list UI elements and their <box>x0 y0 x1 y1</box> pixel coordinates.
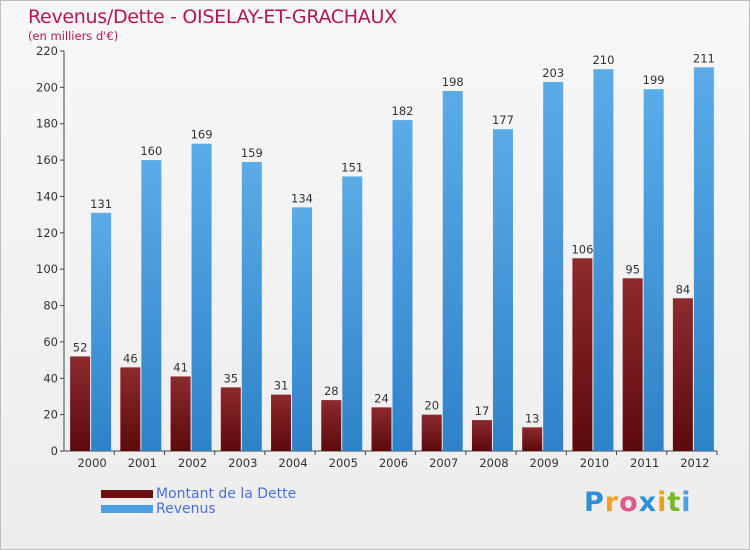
data-label-revenus: 169 <box>191 128 213 142</box>
bar-dette <box>271 394 292 451</box>
y-tick-label: 180 <box>36 117 58 131</box>
data-label-dette: 84 <box>676 282 691 296</box>
bar-dette <box>371 407 392 451</box>
data-label-dette: 106 <box>571 242 593 256</box>
data-label-revenus: 159 <box>241 146 263 160</box>
bar-dette <box>421 414 442 451</box>
data-label-dette: 52 <box>73 340 88 354</box>
chart-title: Revenus/Dette - OISELAY-ET-GRACHAUX <box>28 6 397 28</box>
x-tick-label: 2002 <box>178 456 207 470</box>
data-label-dette: 17 <box>475 404 490 418</box>
y-tick-label: 80 <box>43 299 58 313</box>
bar-dette <box>522 427 543 451</box>
data-label-revenus: 211 <box>693 51 715 65</box>
legend-swatch-revenus <box>101 505 153 513</box>
data-label-dette: 24 <box>374 391 389 405</box>
data-label-revenus: 160 <box>140 144 162 158</box>
logo-letter: x <box>638 487 658 518</box>
data-label-revenus: 182 <box>392 104 414 118</box>
x-tick-label: 2003 <box>228 456 257 470</box>
data-label-dette: 35 <box>223 371 238 385</box>
bar-revenus <box>643 89 664 451</box>
bar-revenus <box>392 120 413 451</box>
x-tick-label: 2005 <box>329 456 358 470</box>
bar-dette <box>471 420 492 451</box>
x-tick-label: 2007 <box>429 456 458 470</box>
bar-dette <box>572 258 593 451</box>
bar-revenus <box>593 69 614 451</box>
x-tick-label: 2001 <box>128 456 157 470</box>
y-tick-label: 60 <box>43 335 58 349</box>
x-tick-label: 2010 <box>580 456 609 470</box>
logo-letter: P <box>584 487 605 518</box>
bar-dette <box>622 278 643 451</box>
y-tick-label: 120 <box>36 226 58 240</box>
y-tick-label: 140 <box>36 189 58 203</box>
bar-revenus <box>492 129 513 451</box>
bar-revenus <box>292 207 313 451</box>
bar-revenus <box>91 212 112 451</box>
x-tick-label: 2008 <box>479 456 508 470</box>
data-label-revenus: 131 <box>90 197 112 211</box>
y-tick-label: 40 <box>43 371 58 385</box>
x-tick-label: 2009 <box>530 456 559 470</box>
y-tick-label: 200 <box>36 80 58 94</box>
bar-revenus <box>191 143 212 451</box>
bar-revenus <box>241 161 262 451</box>
bar-dette <box>170 376 191 451</box>
data-label-revenus: 203 <box>542 66 564 80</box>
logo-letter: t <box>667 487 682 518</box>
bar-revenus <box>543 81 564 451</box>
proxiti-logo: Proxiti <box>584 487 692 518</box>
data-label-dette: 31 <box>274 379 289 393</box>
logo-letter: r <box>604 487 620 518</box>
data-label-revenus: 198 <box>442 75 464 89</box>
data-label-revenus: 210 <box>592 53 614 67</box>
data-label-dette: 41 <box>173 360 188 374</box>
logo-letter: o <box>619 487 639 518</box>
x-tick-label: 2011 <box>630 456 659 470</box>
data-label-dette: 28 <box>324 384 339 398</box>
legend-label-revenus: Revenus <box>156 501 216 517</box>
logo-letter: i <box>657 487 668 518</box>
x-tick-label: 2004 <box>278 456 307 470</box>
x-tick-label: 2012 <box>680 456 709 470</box>
data-label-revenus: 177 <box>492 113 514 127</box>
data-label-dette: 13 <box>525 411 540 425</box>
bar-dette <box>120 367 141 451</box>
x-tick-label: 2006 <box>379 456 408 470</box>
bar-dette <box>672 298 693 451</box>
y-tick-label: 0 <box>51 444 58 458</box>
bar-dette <box>321 400 342 451</box>
bar-revenus <box>693 67 714 451</box>
data-label-revenus: 199 <box>643 73 665 87</box>
chart-subtitle: (en milliers d'€) <box>28 29 119 43</box>
legend-swatch-dette <box>101 490 153 498</box>
bar-dette <box>70 356 91 451</box>
bar-revenus <box>342 176 363 452</box>
bar-dette <box>220 387 241 451</box>
data-label-dette: 46 <box>123 351 138 365</box>
bar-revenus <box>141 160 162 451</box>
y-tick-label: 220 <box>36 44 58 58</box>
y-tick-label: 100 <box>36 262 58 276</box>
data-label-revenus: 151 <box>341 160 363 174</box>
data-label-revenus: 134 <box>291 191 313 205</box>
data-label-dette: 20 <box>424 399 439 413</box>
logo-letter: i <box>681 487 692 518</box>
data-label-dette: 95 <box>625 262 640 276</box>
y-tick-label: 160 <box>36 153 58 167</box>
y-tick-label: 20 <box>43 408 58 422</box>
legend-label-dette: Montant de la Dette <box>156 486 297 502</box>
x-tick-label: 2000 <box>77 456 106 470</box>
bar-revenus <box>442 91 463 451</box>
